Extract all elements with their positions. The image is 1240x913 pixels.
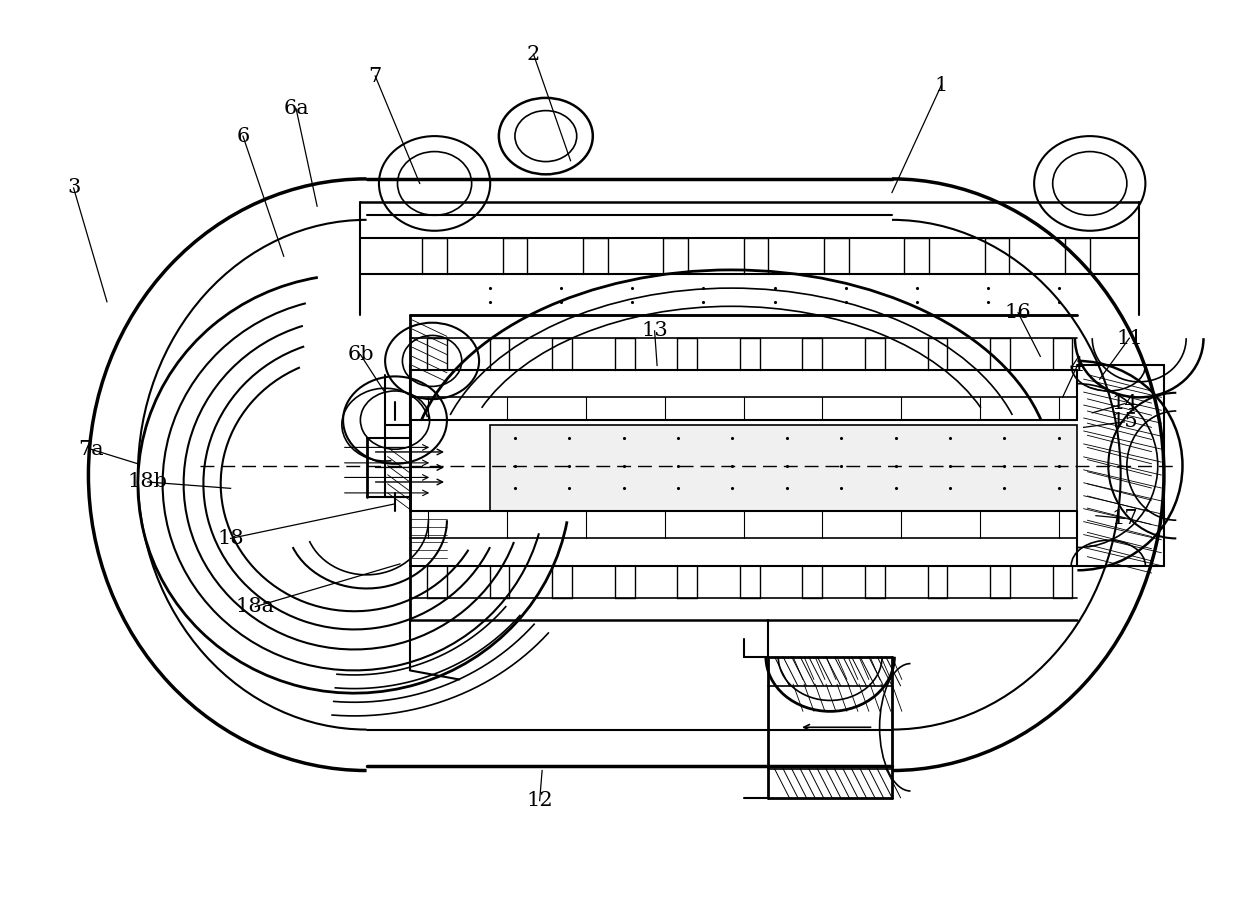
Text: 1: 1 xyxy=(935,76,949,95)
Text: 6b: 6b xyxy=(347,345,373,364)
Text: 16: 16 xyxy=(1004,303,1032,322)
Text: 13: 13 xyxy=(641,321,668,341)
Text: 3: 3 xyxy=(67,178,81,197)
Text: 14: 14 xyxy=(1111,394,1137,414)
Text: 4: 4 xyxy=(1071,356,1084,375)
Text: 6: 6 xyxy=(237,127,249,145)
Text: 18: 18 xyxy=(217,529,244,548)
Text: 12: 12 xyxy=(526,791,553,810)
Text: 6a: 6a xyxy=(283,100,309,119)
Text: 7a: 7a xyxy=(78,440,104,458)
Text: 2: 2 xyxy=(527,45,541,64)
Text: 7: 7 xyxy=(368,67,382,86)
Text: 18b: 18b xyxy=(128,473,167,491)
Text: 15: 15 xyxy=(1111,413,1137,432)
Bar xyxy=(490,425,1078,511)
Text: 18a: 18a xyxy=(236,597,275,616)
Text: 17: 17 xyxy=(1111,509,1137,528)
Text: 11: 11 xyxy=(1116,329,1143,348)
